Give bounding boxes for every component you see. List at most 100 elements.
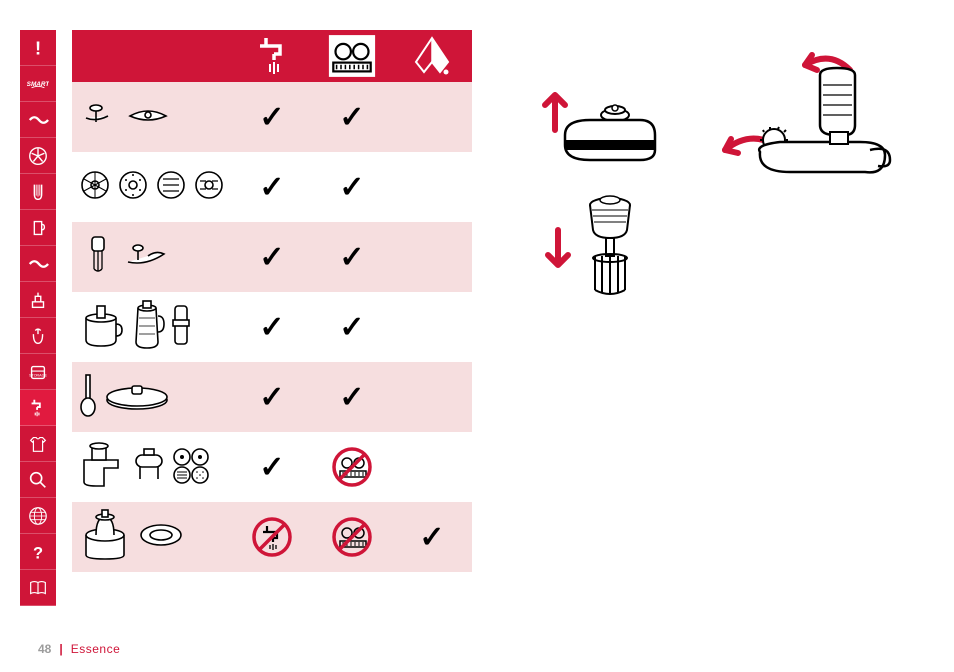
status-cell	[312, 502, 392, 572]
juicer-tab[interactable]	[20, 318, 56, 354]
jug-tab[interactable]	[20, 210, 56, 246]
cloth-column	[392, 30, 472, 82]
globe-tab[interactable]	[20, 498, 56, 534]
blades-row: ✓✓	[72, 82, 472, 152]
lid-flat-icon	[102, 378, 172, 417]
shirt-tab[interactable]	[20, 426, 56, 462]
disc-set-icon	[170, 445, 218, 490]
bowls-row: ✓✓	[72, 292, 472, 362]
sidebar: ! SMART STORAGE?	[20, 30, 56, 606]
parts-cell	[72, 152, 232, 222]
parts-cell	[72, 362, 232, 432]
ring-icon	[136, 520, 186, 555]
warning-tab[interactable]: !	[20, 30, 56, 66]
book-tab[interactable]	[20, 570, 56, 606]
wave1-tab[interactable]	[20, 102, 56, 138]
discs-row: ✓✓	[72, 152, 472, 222]
no-dishwasher-icon	[331, 446, 373, 488]
pusher-icon	[170, 300, 192, 355]
help-tab[interactable]: ?	[20, 534, 56, 570]
svg-text:STORAGE: STORAGE	[29, 373, 47, 377]
status-cell	[232, 502, 312, 572]
whisk-tab[interactable]	[20, 174, 56, 210]
motor-base-icon	[78, 507, 132, 568]
status-cell	[392, 432, 472, 502]
disc-b-icon	[116, 168, 150, 207]
no-tap-icon	[251, 516, 293, 558]
dishwasher-column	[312, 30, 392, 82]
disc-c-icon	[154, 168, 188, 207]
blade-s-icon	[78, 98, 120, 137]
parts-cell	[72, 432, 232, 502]
blender-jar-icon	[128, 298, 166, 357]
toolhead-diagram	[725, 55, 890, 172]
smart-tab[interactable]: SMART	[20, 66, 56, 102]
status-cell	[392, 362, 472, 432]
svg-text:!: !	[35, 37, 41, 58]
parts-cell	[72, 82, 232, 152]
footer-separator: |	[59, 642, 62, 656]
search-tab[interactable]	[20, 462, 56, 498]
status-cell: ✓	[232, 222, 312, 292]
status-cell: ✓	[312, 152, 392, 222]
status-cell: ✓	[232, 432, 312, 502]
whisk-row: ✓✓	[72, 222, 472, 292]
press-tab[interactable]	[20, 282, 56, 318]
whisk-gear-icon	[78, 233, 118, 282]
status-cell: ✓	[232, 152, 312, 222]
check-icon: ✓	[259, 450, 284, 485]
status-cell	[392, 222, 472, 292]
check-icon: ✓	[259, 380, 284, 415]
grinder-body-icon	[78, 440, 128, 495]
cleaning-table: ✓✓✓✓✓✓✓✓✓✓✓✓	[72, 30, 472, 572]
disc-d-icon	[192, 168, 226, 207]
parts-cell	[72, 502, 232, 572]
motorbase-row: ✓	[72, 502, 472, 572]
status-cell	[392, 292, 472, 362]
wave2-tab[interactable]	[20, 246, 56, 282]
blade-tab[interactable]	[20, 138, 56, 174]
check-icon: ✓	[339, 100, 364, 135]
blade-wide-icon	[124, 98, 172, 137]
parts-cell	[72, 222, 232, 292]
check-icon: ✓	[339, 170, 364, 205]
bowl-icon	[78, 300, 124, 355]
svg-text:?: ?	[33, 544, 43, 562]
assembly-diagrams	[520, 40, 920, 340]
tube-icon	[132, 445, 166, 490]
check-icon: ✓	[419, 520, 444, 555]
storage-tab[interactable]: STORAGE	[20, 354, 56, 390]
status-cell: ✓	[312, 222, 392, 292]
svg-text:SMART: SMART	[27, 80, 49, 87]
footer-title: Essence	[71, 642, 121, 656]
status-cell: ✓	[312, 292, 392, 362]
status-cell: ✓	[312, 82, 392, 152]
whisk-diagram	[548, 196, 630, 294]
check-icon: ✓	[259, 100, 284, 135]
check-icon: ✓	[259, 310, 284, 345]
gearbox-diagram	[545, 95, 655, 160]
check-icon: ✓	[259, 170, 284, 205]
status-cell: ✓	[392, 502, 472, 572]
check-icon: ✓	[339, 240, 364, 275]
spatula-row: ✓✓	[72, 362, 472, 432]
tap-column	[232, 30, 312, 82]
status-cell: ✓	[232, 292, 312, 362]
check-icon: ✓	[259, 240, 284, 275]
table-header	[72, 30, 472, 82]
status-cell	[392, 82, 472, 152]
no-dishwasher-icon	[331, 516, 373, 558]
spatula-icon	[78, 371, 98, 424]
page-number: 48	[38, 642, 51, 656]
status-cell	[312, 432, 392, 502]
grinder-row: ✓	[72, 432, 472, 502]
cleaning-tab[interactable]	[20, 390, 56, 426]
status-cell: ✓	[232, 362, 312, 432]
status-cell	[392, 152, 472, 222]
knead-s-icon	[122, 238, 170, 277]
page-footer: 48 | Essence	[38, 642, 120, 656]
check-icon: ✓	[339, 380, 364, 415]
status-cell: ✓	[232, 82, 312, 152]
check-icon: ✓	[339, 310, 364, 345]
status-cell: ✓	[312, 362, 392, 432]
